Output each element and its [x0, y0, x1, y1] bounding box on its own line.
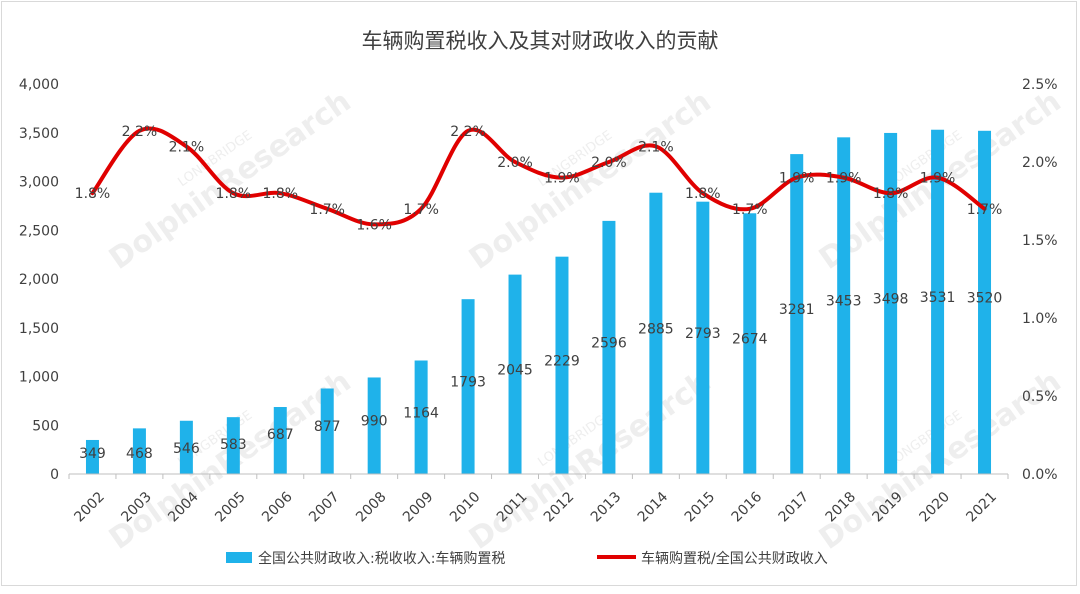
chart-frame [1, 1, 1077, 586]
